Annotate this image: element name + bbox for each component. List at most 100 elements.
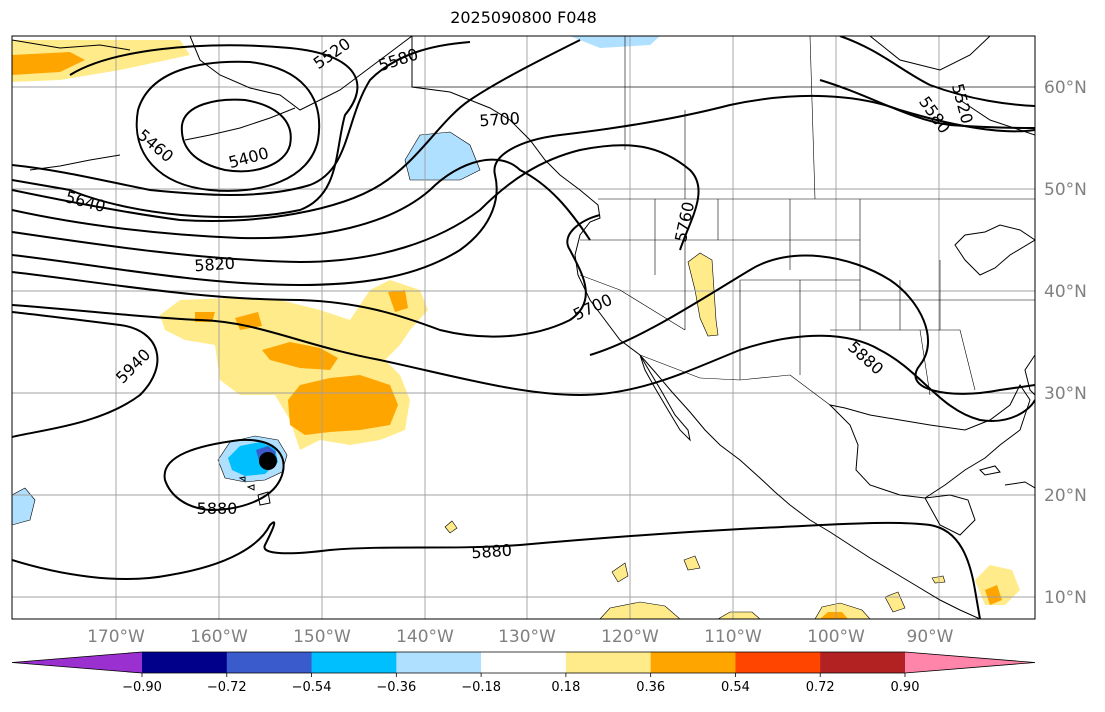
- anomaly-region: [288, 375, 398, 435]
- contour-label: 5820: [194, 254, 236, 276]
- border-line: [619, 289, 686, 331]
- lon-label: 100°W: [807, 627, 865, 647]
- lon-label: 130°W: [498, 627, 556, 647]
- height-contours: [12, 36, 1035, 619]
- contour-5880-east-ne: [819, 79, 1035, 129]
- coastline: [411, 36, 981, 619]
- colorbar-tick-label: −0.18: [461, 680, 501, 695]
- coastline: [954, 224, 1035, 276]
- lon-label: 140°W: [396, 627, 454, 647]
- border-line: [809, 36, 816, 200]
- contour-label: 5700: [479, 109, 521, 131]
- contour-label: 5880: [197, 499, 238, 518]
- anomaly-region: [262, 342, 338, 370]
- coastline: [238, 476, 246, 482]
- coastline: [979, 465, 1001, 476]
- contour-5580-west: [12, 41, 471, 196]
- anomaly-region: [687, 252, 719, 337]
- anomaly-region: [12, 52, 85, 75]
- coastline: [639, 354, 691, 442]
- colorbar-segment: [565, 652, 652, 673]
- anomaly-region: [820, 612, 848, 619]
- contour-5820: [12, 94, 1035, 287]
- border-line: [959, 329, 976, 391]
- border-line: [579, 274, 621, 291]
- contour-5700-trough: [12, 214, 601, 338]
- lon-label: 170°W: [87, 627, 145, 647]
- contour-5700-north: [12, 158, 591, 241]
- colorbar: −0.90 −0.72 −0.54 −0.36 −0.18 0.18 0.36 0.54 0.7…: [11, 651, 1036, 695]
- colorbar-segment: [396, 652, 482, 673]
- coastlines: [12, 36, 1035, 619]
- coastline: [29, 154, 121, 171]
- coastline: [257, 491, 271, 506]
- colorbar-tick-label: −0.36: [376, 680, 416, 695]
- colorbar-tick-label: −0.90: [122, 680, 162, 695]
- colorbar-segment: [226, 652, 313, 673]
- colorbar-tick-label: 0.36: [636, 680, 665, 695]
- contour-5880-mid: [12, 304, 1035, 422]
- contour-5640: [12, 39, 581, 222]
- lat-label: 20°N: [1044, 486, 1087, 506]
- anomaly-region: [388, 290, 408, 312]
- border-line: [739, 374, 791, 381]
- contour-5760: [12, 144, 700, 264]
- lon-label: 150°W: [293, 627, 351, 647]
- contour-label: 5880: [471, 541, 513, 563]
- colorbar-tick-label: 0.90: [891, 680, 920, 695]
- lat-label: 10°N: [1044, 588, 1087, 608]
- latitude-labels: 60°N 50°N 40°N 30°N 20°N 10°N: [1044, 78, 1087, 608]
- lat-label: 30°N: [1044, 384, 1087, 404]
- lat-label: 60°N: [1044, 78, 1087, 98]
- coastline: [12, 39, 131, 51]
- lat-label: 40°N: [1044, 282, 1087, 302]
- border-line: [919, 329, 931, 396]
- colorbar-extend-max: [905, 652, 1035, 673]
- anomaly-region: [985, 585, 1002, 605]
- lat-label: 50°N: [1044, 180, 1087, 200]
- contour-5880-hawaii: [163, 438, 285, 512]
- colorbar-extend-min: [12, 652, 142, 673]
- longitude-labels: 170°W 160°W 150°W 140°W 130°W 120°W 110°…: [87, 627, 954, 647]
- colorbar-segment: [142, 652, 228, 673]
- coastline: [1004, 481, 1035, 489]
- contour-5880-east: [589, 254, 1035, 395]
- map-title: 2025090800 F048: [450, 8, 597, 27]
- contour-5400: [180, 98, 292, 173]
- border-line: [639, 354, 701, 379]
- coastline: [189, 36, 413, 111]
- colorbar-tick-label: 0.18: [551, 680, 580, 695]
- political-borders: [411, 36, 1035, 406]
- colorbar-segment: [311, 652, 397, 673]
- coastline: [959, 99, 1035, 136]
- lon-label: 110°W: [704, 627, 762, 647]
- colorbar-segment: [650, 652, 736, 673]
- colorbar-tick-label: 0.54: [721, 680, 750, 695]
- colorbar-tick-label: −0.54: [292, 680, 332, 695]
- border-line: [789, 374, 831, 406]
- lon-label: 90°W: [907, 627, 954, 647]
- colorbar-segment: [820, 652, 906, 673]
- anomaly-region: [611, 562, 629, 583]
- contour-5940: [12, 311, 159, 438]
- colorbar-tick-label: −0.72: [207, 680, 247, 695]
- anomaly-region: [599, 601, 681, 619]
- coastline: [924, 494, 976, 536]
- lon-label: 160°W: [190, 627, 248, 647]
- coastline: [246, 484, 255, 491]
- contour-5520-west: [12, 44, 359, 219]
- colorbar-tick-label: 0.72: [806, 680, 835, 695]
- border-line: [699, 377, 741, 381]
- contour-5460: [135, 60, 321, 192]
- colorbar-segment: [481, 652, 567, 673]
- anomaly-region: [570, 36, 660, 48]
- anomaly-region: [12, 487, 36, 526]
- anomaly-region: [975, 565, 1020, 605]
- anomaly-region: [683, 555, 701, 571]
- anomaly-region: [717, 611, 761, 619]
- coastline: [1024, 354, 1035, 396]
- coastline: [828, 384, 1031, 499]
- lon-label: 120°W: [601, 627, 659, 647]
- contour-5880-south: [12, 521, 981, 619]
